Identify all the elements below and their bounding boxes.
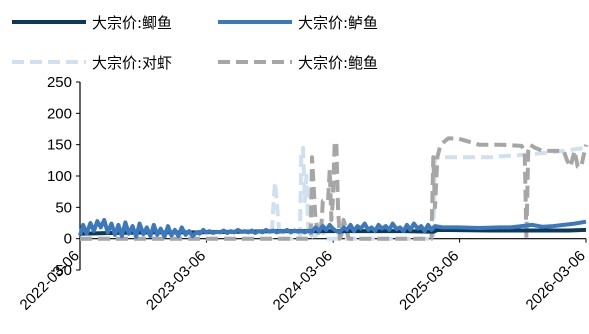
- legend-label-0: 大宗价:鲫鱼: [92, 14, 172, 32]
- y-tick-label-0: -50: [50, 262, 72, 279]
- y-tick-label-6: 250: [47, 74, 72, 91]
- y-tick-label-3: 100: [47, 168, 72, 185]
- series-line-1: [78, 217, 587, 239]
- x-axis: 2022-03-06 2023-03-06 2024-03-06 2025-03-06…: [17, 238, 589, 314]
- x-tick-label-0: 2022-03-06: [17, 247, 83, 313]
- series-line-2: [80, 145, 587, 241]
- legend-label-3: 大宗价:鲍鱼: [298, 54, 378, 72]
- x-tick-label-1: 2023-03-06: [143, 247, 209, 313]
- y-tick-label-2: 50: [55, 199, 72, 216]
- legend-label-1: 大宗价:鲈鱼: [298, 14, 378, 32]
- y-tick-label-1: 0: [64, 231, 72, 248]
- x-tick-label-2: 2024-03-06: [270, 247, 336, 313]
- x-tick-label-4: 2026-03-06: [523, 247, 589, 313]
- x-tick-label-3: 2025-03-06: [396, 247, 462, 313]
- y-axis: -50 0 50 100 150 200 250: [47, 74, 81, 279]
- series-line-3: [80, 136, 588, 241]
- y-tick-label-5: 200: [47, 105, 72, 122]
- plot-area: [78, 136, 588, 241]
- legend-label-2: 大宗价:对虾: [92, 54, 172, 72]
- y-tick-label-4: 150: [47, 137, 72, 154]
